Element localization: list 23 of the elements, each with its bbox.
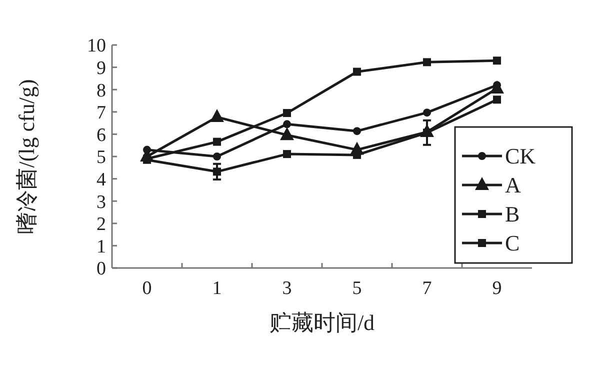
y-tick-label: 6: [96, 124, 106, 146]
y-axis-title: 嗜冷菌/(lg cfu/g): [14, 79, 39, 234]
y-tick-label: 5: [96, 147, 106, 168]
x-tick-label: 3: [282, 278, 292, 299]
y-tick-label: 8: [96, 80, 106, 102]
y-tick-label: 4: [96, 169, 106, 190]
legend-label: B: [505, 202, 520, 227]
x-tick-label: 7: [422, 278, 432, 299]
x-tick-label: 1: [212, 278, 222, 299]
x-tick-label: 0: [142, 278, 152, 299]
y-tick-label: 7: [96, 102, 106, 124]
legend-label: C: [505, 230, 520, 256]
x-tick-label: 9: [492, 278, 502, 299]
x-tick-label: 5: [352, 278, 362, 299]
legend-label: A: [505, 172, 521, 198]
y-tick-label: 2: [96, 214, 106, 236]
y-tick-label: 3: [96, 192, 106, 213]
y-tick-label: 0: [96, 258, 106, 280]
x-axis-title: 贮藏时间/d: [269, 310, 375, 335]
y-tick-label: 10: [87, 36, 106, 57]
y-tick-label: 9: [96, 58, 106, 79]
y-tick-label: 1: [96, 236, 106, 258]
legend-label: CK: [505, 144, 536, 169]
